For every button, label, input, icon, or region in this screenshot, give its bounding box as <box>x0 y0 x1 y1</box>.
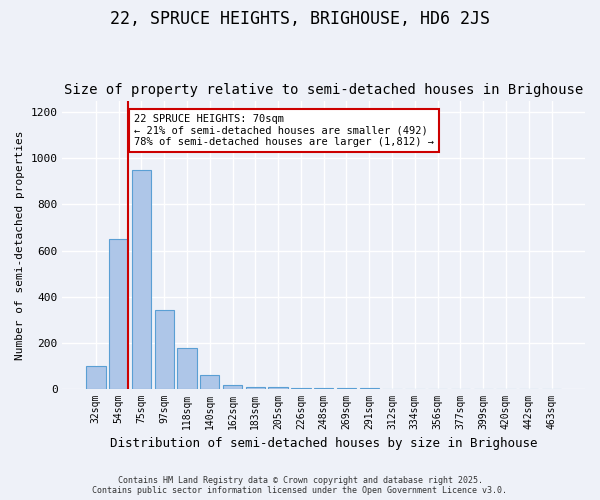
Text: 22, SPRUCE HEIGHTS, BRIGHOUSE, HD6 2JS: 22, SPRUCE HEIGHTS, BRIGHOUSE, HD6 2JS <box>110 10 490 28</box>
Text: Contains HM Land Registry data © Crown copyright and database right 2025.
Contai: Contains HM Land Registry data © Crown c… <box>92 476 508 495</box>
Text: 22 SPRUCE HEIGHTS: 70sqm
← 21% of semi-detached houses are smaller (492)
78% of : 22 SPRUCE HEIGHTS: 70sqm ← 21% of semi-d… <box>134 114 434 147</box>
Bar <box>178 348 197 389</box>
Bar <box>155 310 174 388</box>
Bar <box>245 386 265 388</box>
Title: Size of property relative to semi-detached houses in Brighouse: Size of property relative to semi-detach… <box>64 83 583 97</box>
Bar <box>109 239 128 388</box>
Y-axis label: Number of semi-detached properties: Number of semi-detached properties <box>15 130 25 360</box>
Bar <box>132 170 151 388</box>
Bar <box>86 366 106 388</box>
Bar <box>223 385 242 388</box>
X-axis label: Distribution of semi-detached houses by size in Brighouse: Distribution of semi-detached houses by … <box>110 437 538 450</box>
Bar <box>200 375 220 388</box>
